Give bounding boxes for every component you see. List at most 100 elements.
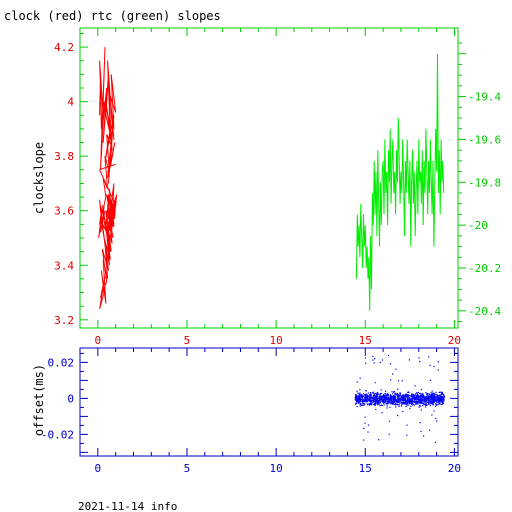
offset-point [433, 398, 436, 401]
offset-point [418, 401, 420, 403]
offset-point [435, 417, 437, 420]
offset-point [428, 356, 430, 358]
offset-point [384, 399, 386, 401]
offset-point [432, 392, 434, 394]
offset-point [364, 401, 366, 403]
offset-point [392, 373, 394, 375]
offset-point [416, 392, 418, 394]
offset-point [384, 401, 386, 404]
offset-point [365, 396, 367, 398]
offset-point [431, 401, 433, 403]
offset-point [361, 399, 363, 401]
offset-point [374, 398, 376, 400]
offset-point [429, 394, 431, 396]
offset-point [357, 401, 359, 403]
offset-point [419, 392, 421, 394]
offset-point [406, 397, 408, 399]
offset-point [367, 424, 370, 426]
offset-point [358, 396, 360, 398]
offset-point [419, 404, 421, 407]
offset-point [402, 397, 404, 399]
offset-point [360, 403, 362, 405]
offset-point [382, 399, 385, 401]
offset-point [394, 393, 396, 395]
offset-point [429, 379, 431, 381]
offset-point [419, 393, 421, 395]
offset-point [377, 399, 379, 401]
offset-point [427, 395, 429, 397]
offset-point [434, 397, 436, 399]
offset-point [430, 396, 432, 398]
offset-point [363, 400, 366, 402]
offset-point [404, 395, 406, 397]
offset-point [436, 404, 438, 406]
x-tick-label: 15 [359, 334, 372, 347]
offset-point [365, 390, 367, 392]
offset-point [439, 394, 441, 396]
offset-point [419, 400, 421, 402]
offset-point [388, 420, 390, 422]
offset-point [429, 429, 431, 431]
offset-point [384, 397, 387, 400]
offset-point [364, 416, 366, 418]
offset-point [385, 400, 387, 402]
offset-point [401, 398, 403, 400]
offset-point [437, 398, 439, 401]
offset-point [427, 395, 429, 397]
offset-point [398, 401, 400, 403]
offset-point [390, 402, 392, 404]
offset-point [386, 405, 388, 407]
offset-point [359, 400, 361, 402]
offset-point [381, 395, 383, 397]
offset-point [399, 394, 401, 396]
offset-point [355, 394, 357, 396]
offset-point [382, 396, 384, 398]
offset-point [365, 395, 367, 398]
offset-point [431, 401, 433, 403]
offset-point [411, 398, 413, 400]
offset-point [439, 396, 441, 399]
offset-point [428, 402, 430, 404]
offset-point [433, 394, 435, 396]
offset-point [387, 394, 390, 396]
offset-point [392, 402, 394, 404]
offset-point [400, 405, 402, 407]
offset-point [401, 404, 403, 406]
offset-point [362, 399, 364, 401]
offset-point [391, 397, 394, 399]
offset-point [400, 397, 402, 399]
offset-point [360, 394, 362, 396]
offset-point [430, 401, 432, 404]
offset-point [435, 399, 437, 402]
offset-point [419, 395, 421, 397]
y-right-tick-label: -20.4 [468, 305, 501, 318]
offset-point [390, 379, 392, 381]
offset-point [441, 391, 443, 394]
offset-point [371, 397, 373, 399]
offset-point [364, 357, 366, 359]
offset-point [424, 396, 426, 398]
offset-point [393, 395, 395, 397]
offset-point [356, 397, 358, 399]
offset-point [435, 391, 437, 393]
offset-point [373, 393, 375, 395]
offset-point [420, 400, 422, 402]
offset-point [405, 394, 407, 396]
offset-point [373, 400, 375, 402]
offset-point [421, 402, 423, 404]
offset-point [417, 391, 419, 394]
offset-point [372, 355, 374, 358]
offset-point [375, 396, 377, 398]
offset-point [438, 399, 441, 401]
offset-point [388, 398, 391, 400]
offset-point [398, 397, 400, 399]
offset-point [357, 392, 359, 394]
offset-point [385, 395, 387, 397]
offset-point [373, 362, 375, 364]
offset-point [403, 396, 405, 398]
offset-point [373, 394, 375, 396]
offset-point [436, 399, 438, 401]
offset-point [437, 400, 439, 402]
offset-point [436, 401, 438, 404]
offset-point [357, 395, 359, 397]
